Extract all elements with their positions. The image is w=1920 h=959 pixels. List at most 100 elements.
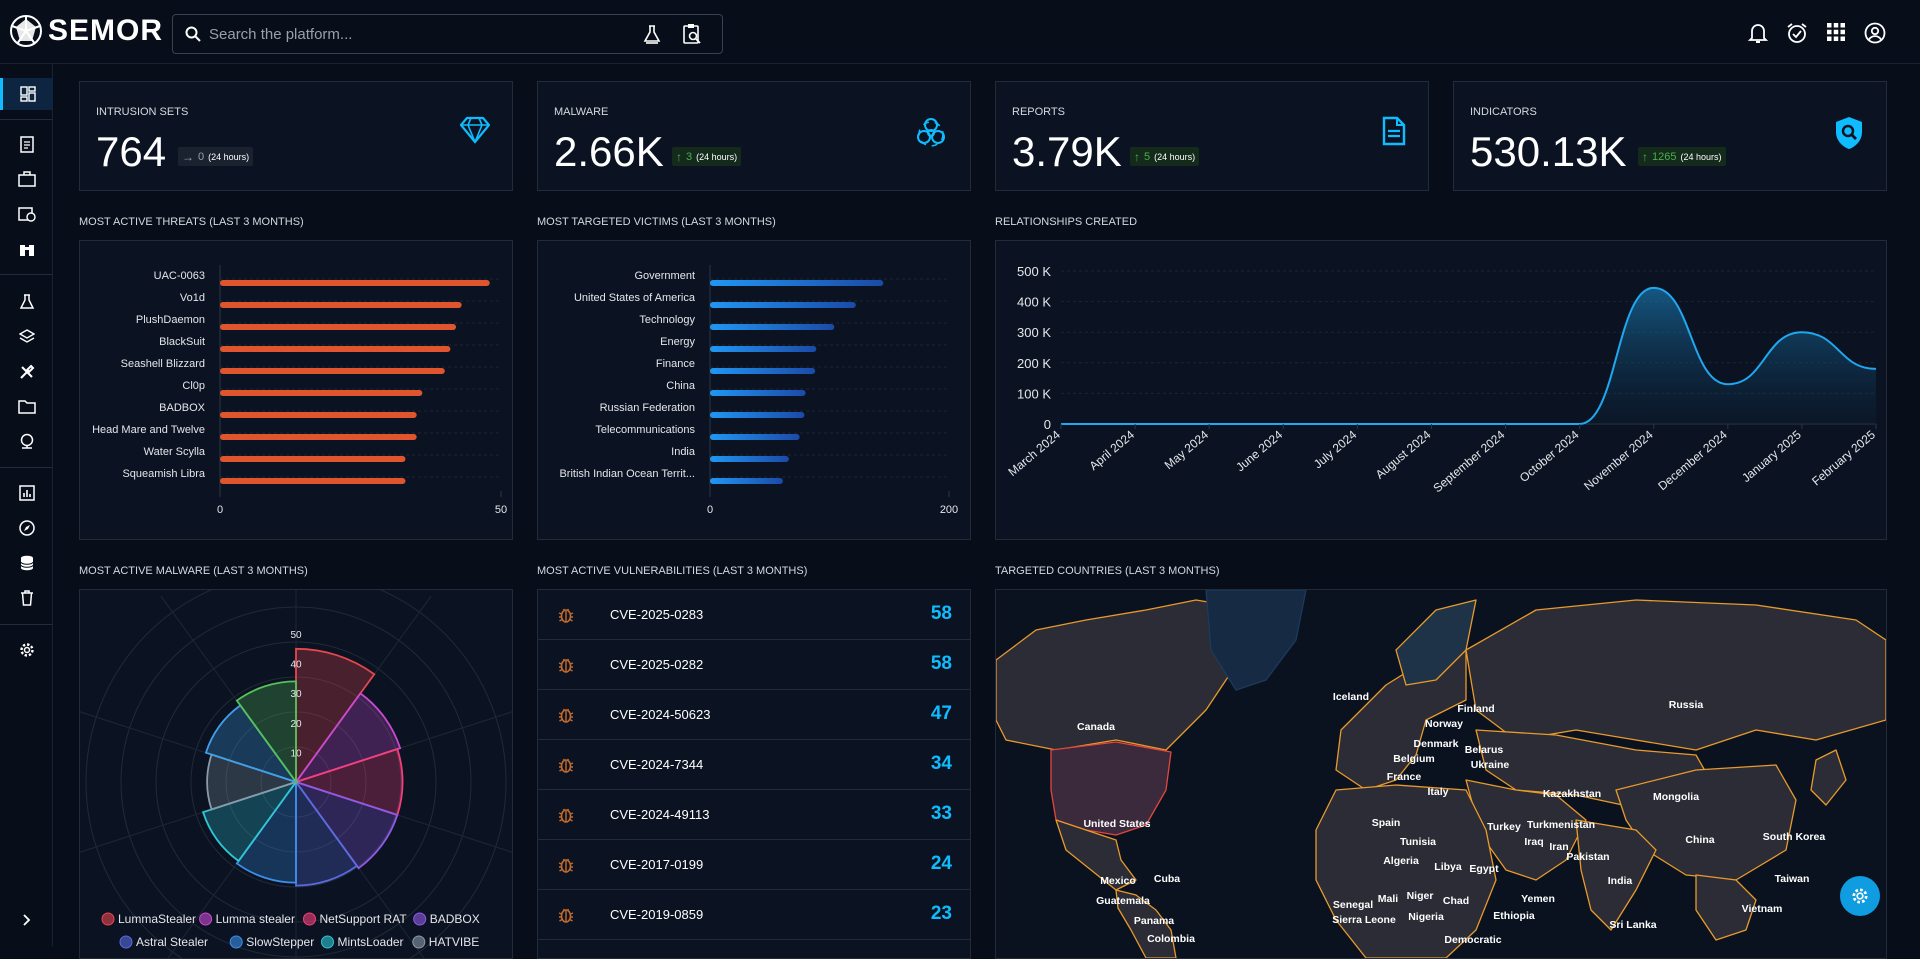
sidebar-item-events[interactable] [0, 198, 53, 230]
sidebar-item-settings[interactable] [0, 634, 53, 666]
relationships-y-tick-label: 300 K [1017, 325, 1051, 340]
vulnerability-count: 47 [930, 703, 952, 724]
folder-icon [17, 400, 36, 414]
threats-bar [220, 478, 406, 484]
kpi-value: 764 [96, 128, 167, 175]
sidebar-item-entities[interactable] [0, 391, 53, 423]
vulnerability-count: 33 [930, 803, 952, 824]
kpi-card-intrusion-sets[interactable]: INTRUSION SETS 764 → 0 (24 hours) [79, 81, 513, 191]
briefcase-icon [17, 171, 36, 187]
world-map[interactable]: Canada Iceland Finland Norway Russia Denmark B… [996, 590, 1886, 958]
section-title-vulnerabilities: MOST ACTIVE VULNERABILITIES (LAST 3 MONT… [537, 565, 808, 577]
bug-icon [558, 808, 574, 823]
relationships-x-tick-label: July 2024 [1311, 427, 1360, 471]
threats-bar [220, 368, 445, 374]
sidebar-item-arsenal[interactable] [0, 321, 53, 353]
sidebar-item-data[interactable] [0, 547, 53, 579]
dashboard-icon [20, 86, 36, 102]
sidebar [0, 64, 53, 946]
kpi-delta-badge: ↑ 3 (24 hours) [672, 147, 742, 166]
vulnerability-row[interactable]: CVE-2019-0859 23 [538, 890, 970, 940]
user-account-icon[interactable] [1864, 22, 1886, 44]
bug-icon [558, 758, 574, 773]
notifications-bell-icon[interactable] [1748, 22, 1768, 44]
gear-icon [1852, 888, 1868, 904]
vulnerability-count: 23 [930, 903, 952, 924]
vulnerability-row[interactable]: CVE-2024-7344 34 [538, 740, 970, 790]
kpi-value: 2.66K [554, 128, 664, 175]
sidebar-item-dashboards[interactable] [0, 477, 53, 509]
search-input[interactable] [209, 15, 629, 53]
chevron-right-icon [22, 914, 30, 926]
africa-shape [1315, 784, 1497, 958]
sidebar-item-techniques[interactable] [0, 356, 53, 388]
relationships-x-tick-label: November 2024 [1581, 427, 1656, 493]
sidebar-item-analyses[interactable] [0, 128, 53, 160]
vulnerability-name: CVE-2017-0199 [610, 857, 704, 872]
legend-label: Lumma stealer [216, 912, 295, 926]
settings-fab-button[interactable] [1840, 876, 1880, 916]
sidebar-expand-button[interactable] [0, 904, 53, 936]
map-country-label: Mongolia [1653, 791, 1699, 803]
vulnerability-row[interactable]: CVE-2017-0199 24 [538, 840, 970, 890]
victims-category-label: Technology [639, 314, 695, 326]
sidebar-item-investigations[interactable] [0, 512, 53, 544]
relationships-area [1061, 287, 1876, 424]
vulnerability-name: CVE-2019-0859 [610, 907, 704, 922]
vulnerability-row[interactable]: CVE-2025-0283 58 [538, 590, 970, 640]
russia-shape [1465, 599, 1886, 751]
vulnerability-count: 24 [930, 853, 952, 874]
relationships-x-tick-label: March 2024 [1005, 427, 1063, 479]
map-country-label: Colombia [1147, 933, 1195, 945]
alarm-clock-icon[interactable] [1786, 22, 1808, 44]
threats-category-label: Cl0p [182, 380, 205, 392]
targeted-countries-map[interactable]: Canada Iceland Finland Norway Russia Denmark B… [995, 589, 1887, 959]
relationships-area-chart: 0 100 K 200 K 300 K 400 K 500 K March 2024 Apri… [1005, 264, 1878, 495]
map-country-label: Denmark [1414, 738, 1459, 750]
map-country-label: United States [1083, 818, 1150, 830]
legend-label: BADBOX [430, 912, 480, 926]
document-icon [1382, 116, 1406, 146]
kpi-label: MALWARE [554, 106, 609, 118]
vulnerability-row[interactable]: CVE-2025-0282 58 [538, 640, 970, 690]
india-shape [1575, 819, 1657, 931]
sidebar-item-trash[interactable] [0, 582, 53, 614]
relationships-x-tick-label: May 2024 [1162, 427, 1212, 472]
polar-slice [235, 779, 297, 884]
search-box[interactable] [172, 14, 723, 54]
victims-category-label: Finance [656, 358, 695, 370]
kpi-card-indicators[interactable]: INDICATORS 530.13K ↑ 1265 (24 hours) [1453, 81, 1887, 191]
victims-chart-card: Government United States of America Techno… [537, 240, 971, 540]
logo[interactable]: SEMOR [10, 14, 163, 48]
threats-category-label: Head Mare and Twelve [92, 424, 205, 436]
sidebar-item-threats[interactable] [0, 286, 53, 318]
polar-r-tick-label: 40 [290, 660, 302, 671]
sidebar-item-dashboard[interactable] [0, 78, 53, 110]
legend-swatch [413, 912, 427, 926]
flask-icon [19, 294, 34, 309]
clipboard-search-icon[interactable] [681, 23, 703, 45]
kpi-card-reports[interactable]: REPORTS 3.79K ↑ 5 (24 hours) [995, 81, 1429, 191]
threats-bar [220, 280, 490, 286]
map-country-label: Vietnam [1742, 903, 1783, 915]
bug-icon [558, 708, 574, 723]
map-country-label: Senegal [1333, 899, 1373, 911]
map-country-label: Ethiopia [1493, 910, 1535, 922]
vulnerability-row[interactable]: CVE-2024-49113 33 [538, 790, 970, 840]
calendar-clock-icon [17, 207, 36, 222]
bug-icon [558, 858, 574, 873]
threats-chart-card: UAC-0063 Vo1d PlushDaemon BlackSuit Seashell… [79, 240, 513, 540]
sidebar-item-locations[interactable] [0, 426, 53, 458]
apps-grid-icon[interactable] [1826, 22, 1846, 42]
map-country-label: Panama [1134, 915, 1174, 927]
flask-icon[interactable] [643, 24, 661, 44]
legend-swatch [199, 912, 213, 926]
kpi-card-malware[interactable]: MALWARE 2.66K ↑ 3 (24 hours) [537, 81, 971, 191]
threats-category-label: UAC-0063 [154, 270, 205, 282]
sidebar-item-observations[interactable] [0, 233, 53, 265]
sidebar-item-cases[interactable] [0, 163, 53, 195]
map-country-label: Sri Lanka [1609, 919, 1656, 931]
vulnerability-row[interactable]: CVE-2024-50623 47 [538, 690, 970, 740]
relationships-x-tick-label: December 2024 [1655, 427, 1730, 493]
relationships-y-tick-label: 100 K [1017, 386, 1051, 401]
